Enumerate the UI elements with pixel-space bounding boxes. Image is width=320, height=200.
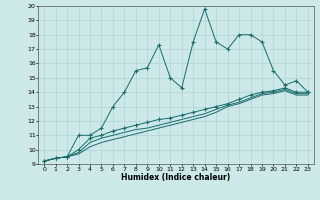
X-axis label: Humidex (Indice chaleur): Humidex (Indice chaleur): [121, 173, 231, 182]
